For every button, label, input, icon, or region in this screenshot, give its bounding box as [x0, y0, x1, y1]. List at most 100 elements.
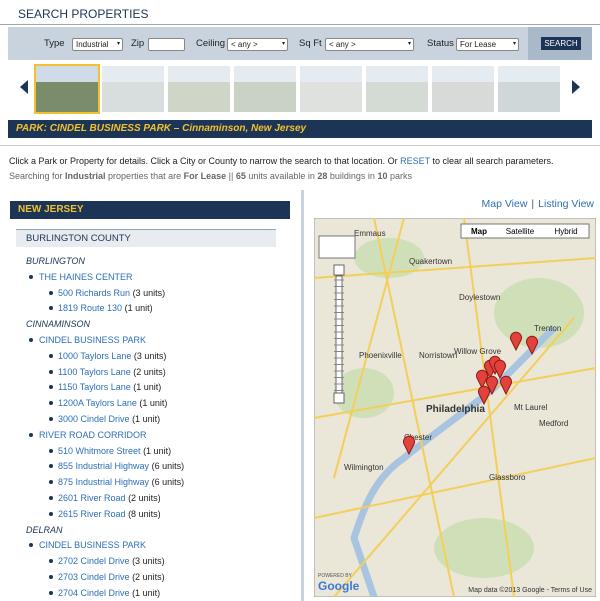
city[interactable]: BURLINGTON [26, 256, 85, 266]
next-arrow[interactable] [572, 80, 580, 94]
bullet [49, 464, 53, 469]
property-row: 2703 Cindel Drive (2 units) [58, 572, 165, 582]
units: (3 units) [133, 350, 167, 361]
property[interactable]: 2704 Cindel Drive [58, 587, 130, 598]
map-type[interactable]: Satellite [506, 227, 535, 236]
property[interactable]: 1200A Taylors Lane [58, 398, 137, 409]
property[interactable]: 875 Industrial Highway [58, 477, 150, 488]
road [314, 257, 596, 279]
field-label: Status [427, 38, 454, 49]
field-input[interactable]: For Lease ▾ [456, 38, 519, 51]
bullet [29, 274, 33, 279]
place-label: Chester [404, 433, 432, 442]
thumbnail[interactable] [234, 66, 296, 112]
property-row: 1819 Route 130 (1 unit) [58, 303, 153, 313]
park[interactable]: CINDEL BUSINESS PARK [39, 540, 147, 551]
map-pin[interactable] [500, 375, 512, 396]
text: Click a Park or Property for details. Cl… [9, 156, 401, 166]
bullet [49, 385, 53, 390]
units: (3 units) [132, 287, 166, 298]
units: (2 units) [133, 366, 166, 377]
bullet [49, 480, 53, 485]
units: (1 unit) [133, 382, 162, 393]
park[interactable]: THE HAINES CENTER [39, 271, 133, 282]
text: || [226, 171, 236, 181]
property-row: 855 Industrial Highway (6 units) [58, 461, 184, 471]
thumbnail[interactable] [498, 66, 560, 112]
map-pin[interactable] [526, 335, 538, 356]
thumbnail[interactable] [366, 66, 428, 112]
property-row: 1200A Taylors Lane (1 unit) [58, 398, 167, 408]
text: 65 [235, 171, 246, 181]
place-label: Medford [539, 419, 568, 428]
property-row: 1150 Taylors Lane (1 unit) [58, 382, 161, 392]
property[interactable]: 1000 Taylors Lane [58, 350, 132, 361]
thumbnail[interactable] [168, 66, 230, 112]
property-row: 875 Industrial Highway (6 units) [58, 477, 184, 487]
property[interactable]: 510 Whitmore Street [58, 445, 141, 456]
thumbnail[interactable] [300, 66, 362, 112]
park[interactable]: RIVER ROAD CORRIDOR [39, 429, 147, 440]
property[interactable]: 1100 Taylors Lane [58, 366, 131, 377]
view-link[interactable]: Listing View [538, 198, 594, 210]
state-name[interactable]: NEW JERSEY [18, 204, 84, 215]
thumbnail[interactable] [102, 66, 164, 112]
place-label: Willow Grove [454, 347, 502, 356]
field-input[interactable]: < any > ▾ [227, 38, 288, 51]
field-input[interactable]: Industrial ▾ [72, 38, 123, 51]
map-type[interactable]: Map [471, 227, 487, 236]
road [333, 317, 575, 597]
city[interactable]: CINNAMINSON [26, 319, 91, 330]
view-link[interactable]: Map View [481, 198, 528, 210]
map-pin[interactable] [478, 385, 490, 406]
search-button[interactable]: SEARCH [541, 37, 581, 50]
thumbnail[interactable] [34, 64, 100, 114]
bullet [29, 432, 33, 437]
property[interactable]: 500 Richards Run [58, 287, 131, 298]
city[interactable]: DELRAN [26, 524, 63, 535]
text: 28 [317, 171, 328, 181]
banner-text: PARK: CINDEL BUSINESS PARK – Cinnaminson… [16, 123, 307, 134]
rule [0, 24, 600, 25]
dropdown-arrow: ▾ [281, 41, 285, 47]
property[interactable]: 1150 Taylors Lane [58, 382, 131, 393]
view-switch: Map View | Listing View [482, 198, 595, 210]
county-name[interactable]: BURLINGTON COUNTY [26, 233, 131, 244]
bullet [29, 543, 33, 548]
road [463, 218, 515, 597]
place-label: Philadelphia [426, 404, 485, 415]
field-input[interactable]: < any > ▾ [325, 38, 414, 51]
map-pin[interactable] [476, 369, 488, 390]
map-type[interactable]: Hybrid [554, 227, 577, 236]
zoom-button[interactable] [333, 392, 345, 404]
field-input[interactable] [148, 38, 185, 51]
map-pin[interactable] [403, 435, 415, 456]
prev-arrow[interactable] [20, 80, 28, 94]
units: (2 units) [128, 493, 161, 503]
road [314, 367, 596, 419]
property[interactable]: 1819 Route 130 [58, 303, 123, 314]
units: (8 units) [128, 508, 161, 519]
park[interactable]: CINDEL BUSINESS PARK [39, 335, 147, 345]
property[interactable]: 2601 River Road [58, 493, 126, 503]
place-label: Quakertown [409, 257, 452, 266]
bullet [49, 417, 53, 421]
property[interactable]: 2702 Cindel Drive [58, 556, 130, 567]
zoom-button[interactable] [333, 264, 345, 276]
pan-control[interactable] [318, 235, 356, 259]
map-pin[interactable] [510, 331, 522, 352]
property[interactable]: 2615 River Road [58, 508, 126, 519]
thumbnail[interactable] [432, 66, 494, 112]
reset-link[interactable]: RESET [400, 156, 430, 166]
property[interactable]: 3000 Cindel Drive [58, 414, 130, 424]
property-row: 2601 River Road (2 units) [58, 493, 161, 503]
attribution: Map data ©2013 Google - Terms of Use [468, 586, 592, 594]
map-pin[interactable] [486, 375, 498, 396]
property[interactable]: 2703 Cindel Drive [58, 572, 130, 582]
property[interactable]: 855 Industrial Highway [58, 461, 150, 472]
road [314, 457, 596, 519]
map-pin[interactable] [494, 359, 506, 380]
bullet [49, 306, 53, 311]
text: Industrial [65, 171, 106, 181]
